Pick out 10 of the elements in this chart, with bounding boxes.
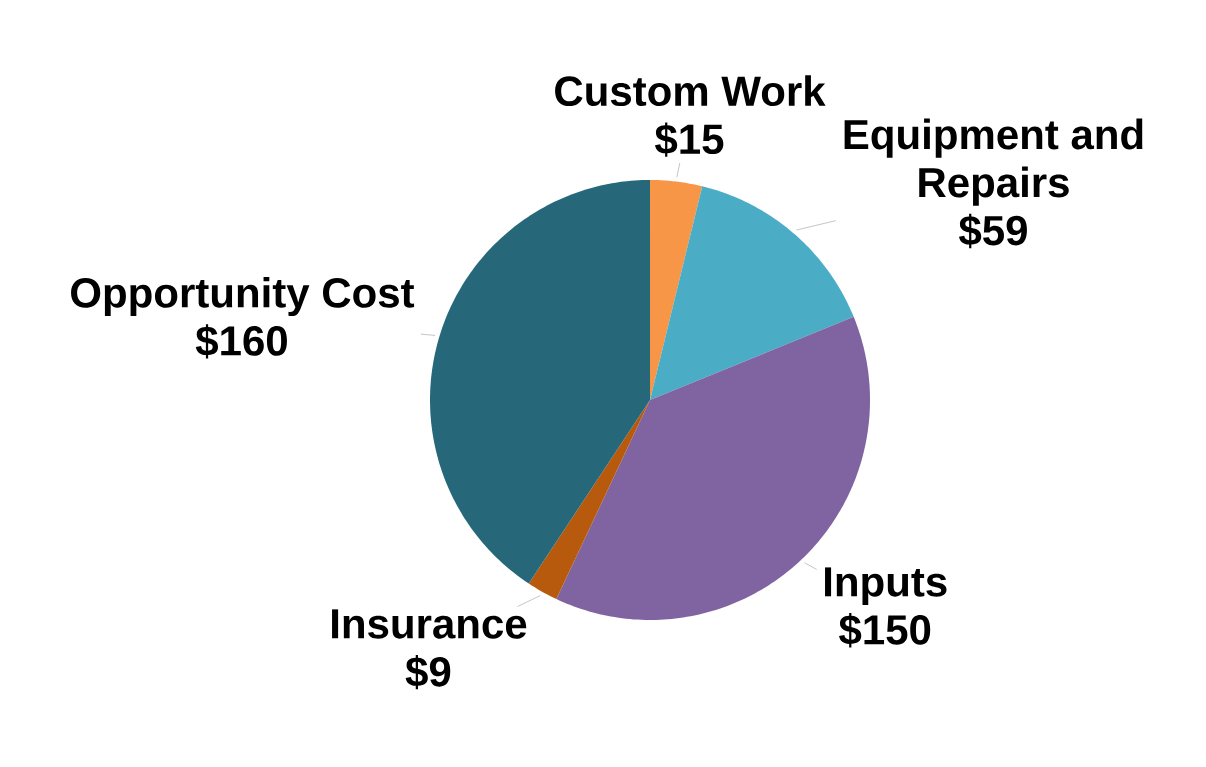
data-label: $160 [195, 324, 287, 359]
data-label: $59 [958, 213, 1027, 249]
data-label: $15 [654, 122, 724, 157]
slice-label: Insurance [332, 609, 527, 639]
slice-label: Equipment and Repairs [844, 118, 1143, 206]
slice-label: Inputs [825, 567, 947, 606]
data-label: $150 [839, 613, 931, 648]
slice-label: Custom Work [555, 75, 826, 107]
data-label: $9 [405, 655, 451, 690]
slice-label: Opportunity Cost [71, 276, 415, 317]
